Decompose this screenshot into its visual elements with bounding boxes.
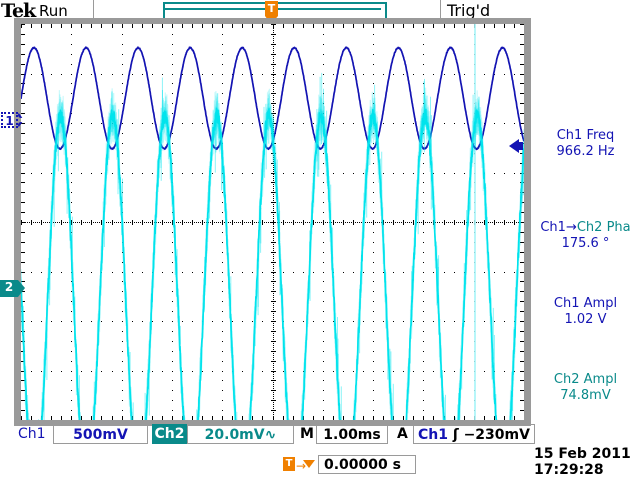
ch2-ground-marker-tip-icon (18, 280, 25, 297)
trigger-level-value: −230mV (463, 427, 530, 443)
horizontal-position-arrow-icon: → (296, 459, 307, 473)
ch2-ground-marker[interactable]: 2 (0, 280, 18, 297)
timebase-value[interactable]: 1.00ms (316, 424, 388, 444)
time-label: 17:29:28 (534, 462, 604, 478)
graticule-frame-bottom (14, 420, 531, 426)
trigger-group-label: A (397, 426, 408, 442)
measurement-phase-arrow-icon: → (565, 220, 577, 235)
top-status-bar: Tek Run T T Trig'd (0, 0, 640, 39)
waveform-traces (21, 45, 524, 420)
ch2-coupling-icon: ∿ (264, 427, 277, 443)
graticule-and-waveforms (21, 24, 524, 420)
trigger-state-label: Trig'd (447, 1, 491, 20)
timebase-label: M (300, 426, 314, 442)
measurement-ch2-ampl-value: 74.8mV (560, 388, 611, 403)
measurement-ch1-ampl[interactable]: Ch1 Ampl 1.02 V (531, 296, 640, 328)
measurement-phase-label: Ch1→Ch2 Pha (531, 220, 640, 236)
trigger-level-arrow-icon[interactable] (509, 139, 519, 153)
measurement-phase-value: 175.6 ° (561, 236, 610, 251)
measurement-ch1-freq-value: 966.2 Hz (556, 144, 615, 159)
measurement-panel: Ch1 Freq 966.2 Hz Ch1→Ch2 Pha 175.6 ° Ch… (531, 24, 640, 420)
trigger-slope-icon: ʃ (452, 427, 459, 443)
measurement-phase-label-part2: Ch2 Pha (576, 220, 631, 235)
ch2-vertical-scale[interactable]: 20.0mV∿ (187, 424, 294, 444)
measurement-ch1-freq[interactable]: Ch1 Freq 966.2 Hz (531, 128, 640, 160)
graticule-frame-top (14, 18, 531, 24)
ch2-scale-value: 20.0mV (204, 427, 265, 443)
ch1-vertical-scale[interactable]: 500mV (53, 424, 148, 444)
trigger-settings[interactable]: Ch1 ʃ −230mV (413, 424, 535, 444)
ch1-ground-marker-tip-icon (18, 112, 24, 128)
ch1-ground-marker[interactable]: 1 (1, 112, 18, 128)
waveform-display-area[interactable] (21, 24, 524, 420)
measurement-ch1-ampl-label: Ch1 Ampl (553, 296, 618, 311)
trigger-position-marker-top[interactable]: T (265, 1, 278, 16)
ch2-label[interactable]: Ch2 (152, 424, 187, 444)
settings-bar: Ch1 500mV Ch2 20.0mV∿ M 1.00ms A Ch1 ʃ −… (0, 424, 640, 446)
horizontal-position-value[interactable]: 0.00000 s (318, 455, 416, 474)
run-state-label[interactable]: Run (39, 2, 68, 20)
measurement-ch1-ampl-value: 1.02 V (564, 312, 607, 327)
horizontal-position-triangle-icon (303, 460, 315, 468)
footer-bar: T → 0.00000 s 15 Feb 2011 17:29:28 (0, 446, 640, 480)
tek-logo: Tek (1, 0, 36, 22)
top-separator-2 (440, 0, 441, 20)
measurement-ch1-freq-label: Ch1 Freq (556, 128, 615, 143)
graticule-frame-right (524, 24, 531, 422)
measurement-phase-label-part1: Ch1 (540, 220, 566, 235)
measurement-ch2-ampl-label: Ch2 Ampl (553, 372, 618, 387)
trigger-source: Ch1 (418, 427, 449, 443)
date-label: 15 Feb 2011 (534, 446, 631, 462)
graticule-frame-left (14, 24, 21, 422)
trigger-level-bar (518, 142, 523, 150)
top-separator-1 (93, 0, 94, 20)
cursor-lines (474, 24, 476, 420)
ch1-label[interactable]: Ch1 (18, 426, 46, 442)
measurement-ch2-ampl[interactable]: Ch2 Ampl 74.8mV (531, 372, 640, 404)
measurement-ch1-ch2-phase[interactable]: Ch1→Ch2 Pha 175.6 ° (531, 220, 640, 252)
horizontal-position-icon[interactable]: T (283, 457, 295, 471)
